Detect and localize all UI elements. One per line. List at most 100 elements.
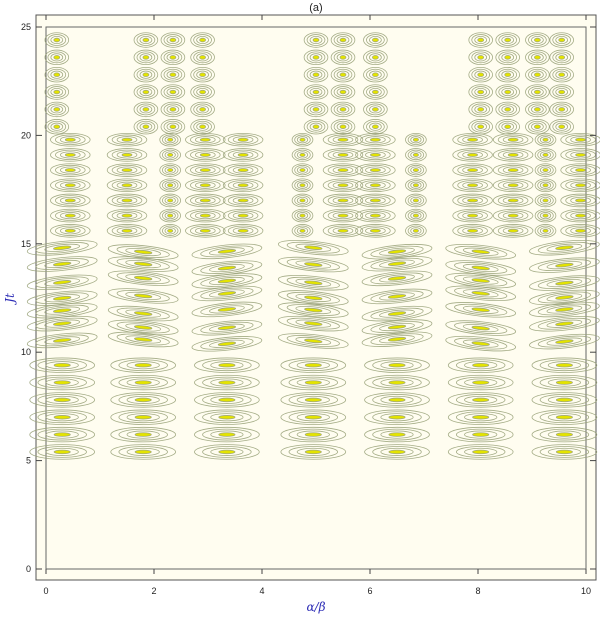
contour-peak bbox=[185, 178, 226, 193]
contour-peak bbox=[107, 244, 179, 260]
contour-peak bbox=[110, 374, 176, 391]
x-tick-label: 4 bbox=[259, 586, 264, 596]
contour-peak bbox=[531, 444, 598, 460]
contour-peak bbox=[495, 32, 520, 48]
contour-peak bbox=[291, 178, 314, 193]
contour-peak bbox=[280, 357, 347, 373]
contour-peak bbox=[194, 444, 260, 460]
contour-peak bbox=[44, 101, 70, 118]
contour-peak bbox=[322, 224, 364, 238]
contour-peak bbox=[363, 119, 388, 135]
contour-peak bbox=[468, 119, 493, 135]
contour-peak bbox=[405, 132, 427, 147]
contour-peak bbox=[364, 409, 430, 425]
contour-peak bbox=[106, 163, 148, 177]
contour-peak bbox=[185, 224, 226, 238]
contour-peak bbox=[110, 426, 176, 443]
contour-peak bbox=[445, 260, 517, 276]
contour-peak bbox=[549, 101, 574, 118]
contour-peak bbox=[106, 178, 148, 193]
contour-peak bbox=[363, 49, 388, 66]
contour-peak bbox=[133, 67, 159, 83]
contour-peak bbox=[534, 224, 557, 238]
contour-peak bbox=[330, 67, 356, 83]
contour-peak bbox=[50, 163, 91, 177]
contour-region bbox=[50, 132, 600, 238]
contour-peak bbox=[525, 84, 550, 100]
x-tick-label: 2 bbox=[151, 586, 156, 596]
contour-peak bbox=[291, 163, 314, 177]
contour-peak bbox=[330, 49, 356, 66]
contour-peak bbox=[280, 374, 347, 391]
contour-peak bbox=[222, 208, 264, 223]
contour-peak bbox=[222, 148, 264, 162]
contour-peak bbox=[133, 32, 159, 48]
contour-peak bbox=[495, 49, 520, 66]
contour-peak bbox=[468, 84, 493, 100]
contour-peak bbox=[534, 163, 557, 177]
contour-peak bbox=[44, 32, 70, 48]
contour-peak bbox=[322, 208, 364, 223]
contour-peak bbox=[322, 148, 364, 162]
contour-peak bbox=[29, 357, 96, 373]
contour-peak bbox=[560, 163, 600, 177]
contour-peak bbox=[110, 357, 176, 373]
contour-peak bbox=[405, 178, 427, 193]
contour-peak bbox=[277, 256, 349, 273]
contour-peak bbox=[190, 84, 215, 100]
contour-peak bbox=[26, 274, 98, 291]
contour-peak bbox=[277, 333, 349, 349]
contour-peak bbox=[405, 224, 427, 238]
contour-peak bbox=[447, 392, 514, 408]
contour-peak bbox=[525, 49, 550, 66]
contour-peak bbox=[190, 49, 215, 66]
contour-peak bbox=[330, 84, 356, 100]
contour-peak bbox=[190, 101, 215, 118]
contour-peak bbox=[26, 332, 98, 349]
contour-peak bbox=[531, 357, 598, 373]
contour-peak bbox=[525, 101, 550, 118]
contour-peak bbox=[303, 49, 329, 66]
y-tick-label: 10 bbox=[21, 347, 31, 357]
contour-peak bbox=[160, 67, 186, 83]
contour-peak bbox=[303, 101, 329, 118]
contour-peak bbox=[529, 257, 600, 273]
contour-peak bbox=[549, 67, 574, 83]
contour-peak bbox=[468, 67, 493, 83]
contour-peak bbox=[277, 239, 349, 256]
contour-peak bbox=[29, 374, 96, 391]
contour-peak bbox=[447, 426, 514, 443]
contour-peak bbox=[29, 409, 96, 425]
contour-peak bbox=[531, 374, 598, 391]
contour-peak bbox=[405, 163, 427, 177]
contour-peak bbox=[363, 101, 388, 118]
x-tick-label: 8 bbox=[475, 586, 480, 596]
x-axis-label: α/β bbox=[306, 600, 325, 614]
contour-peak bbox=[110, 444, 176, 460]
contour-peak bbox=[322, 132, 364, 147]
contour-peak bbox=[133, 49, 159, 66]
contour-peak bbox=[364, 426, 430, 443]
contour-peak bbox=[560, 224, 600, 238]
contour-peak bbox=[291, 224, 314, 238]
contour-peak bbox=[280, 409, 347, 425]
contour-peak bbox=[303, 67, 329, 83]
contour-peak bbox=[361, 270, 433, 287]
contour-peak bbox=[322, 163, 364, 177]
contour-peak bbox=[495, 67, 520, 83]
contour-peak bbox=[26, 290, 98, 306]
contour-peak bbox=[106, 148, 148, 162]
contour-layer bbox=[26, 32, 600, 460]
contour-peak bbox=[468, 101, 493, 118]
contour-peak bbox=[159, 148, 181, 162]
contour-peak bbox=[445, 302, 517, 318]
contour-peak bbox=[50, 132, 91, 147]
contour-peak bbox=[29, 444, 96, 460]
contour-peak bbox=[107, 288, 179, 304]
contour-peak bbox=[405, 208, 427, 223]
contour-peak bbox=[50, 178, 91, 193]
x-tick-label: 10 bbox=[581, 586, 591, 596]
contour-peak bbox=[106, 208, 148, 223]
contour-peak bbox=[185, 132, 226, 147]
contour-peak bbox=[492, 193, 534, 208]
